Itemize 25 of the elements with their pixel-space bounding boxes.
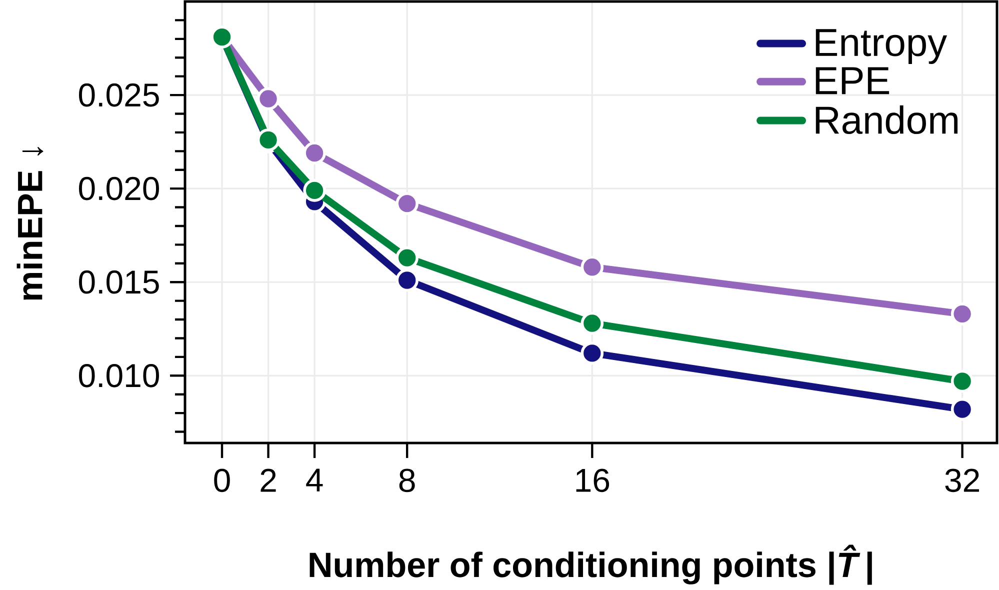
- point: [396, 192, 418, 215]
- point: [580, 256, 604, 279]
- y-axis-title: minEPE ↓: [16, 147, 44, 300]
- x-axis-title: Number of conditioning points |T̂|: [310, 544, 872, 585]
- point: [950, 370, 974, 393]
- y-tick-label: 0.025: [79, 83, 159, 107]
- y-tick-label: 0.015: [79, 270, 159, 294]
- y-tick-label: 0.010: [79, 364, 159, 388]
- x-tick-label: 2: [260, 468, 276, 492]
- point: [580, 342, 604, 365]
- legend-label: Random: [816, 105, 958, 134]
- point: [396, 268, 418, 292]
- x-tick-label: 32: [945, 468, 979, 492]
- point: [256, 87, 280, 110]
- legend-label: Entropy: [816, 29, 948, 64]
- point: [396, 246, 418, 270]
- x-tick-label: 16: [576, 468, 610, 492]
- legend-label: EPE: [816, 67, 890, 94]
- y-tick-label: 0.020: [79, 176, 159, 200]
- point: [303, 142, 326, 164]
- x-tick-label: 4: [306, 468, 323, 492]
- x-tick-label: 0: [214, 468, 230, 492]
- x-tick-label: 8: [399, 468, 415, 492]
- point: [580, 312, 604, 335]
- point: [303, 179, 326, 202]
